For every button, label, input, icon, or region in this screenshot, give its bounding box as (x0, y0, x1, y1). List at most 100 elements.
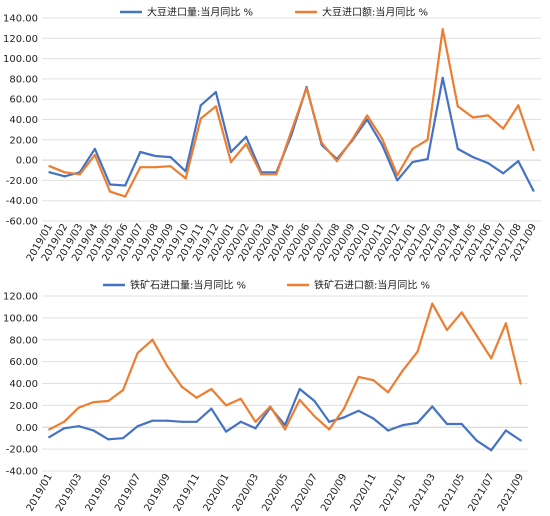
data-point (139, 166, 142, 169)
x-tick-label: 2021/03 (408, 472, 438, 513)
data-point (275, 173, 278, 176)
data-point (502, 172, 505, 175)
data-point (456, 147, 459, 151)
data-point (93, 147, 97, 151)
data-point (63, 171, 66, 174)
data-point (475, 334, 478, 337)
data-point (471, 116, 475, 119)
data-point (401, 369, 404, 372)
data-point (445, 328, 449, 332)
series-line-1 (48, 387, 522, 452)
x-tick-label: 2021/09 (496, 472, 526, 513)
x-tick-label: 2019/03 (54, 472, 84, 513)
data-point (490, 357, 493, 360)
data-point (366, 118, 369, 121)
data-point (229, 161, 233, 164)
data-point (108, 183, 112, 186)
data-point (199, 117, 202, 120)
data-point (239, 397, 242, 400)
data-point (357, 409, 360, 412)
data-point (381, 143, 384, 146)
y-tick-label: -40.00 (6, 196, 38, 207)
data-point (245, 135, 248, 138)
data-point (154, 166, 157, 169)
data-point (342, 416, 346, 419)
data-point (283, 423, 287, 427)
data-point (416, 350, 419, 353)
data-point (195, 420, 198, 423)
legend-label: 铁矿石进口量:当月同比 % (130, 279, 246, 292)
data-point (169, 155, 172, 159)
data-point (517, 104, 520, 107)
data-point (121, 437, 125, 440)
data-point (210, 387, 213, 391)
data-point (328, 420, 331, 423)
data-point (151, 419, 154, 422)
data-point (401, 423, 404, 427)
x-tick-label: 2021/05 (437, 472, 467, 513)
x-tick-label: 2019/09 (142, 472, 172, 513)
y-tick-label: 80.00 (9, 335, 38, 346)
data-point (139, 150, 142, 154)
y-tick-label: 60.00 (9, 95, 38, 106)
data-point (195, 396, 198, 399)
data-point (184, 170, 187, 173)
legend-label: 大豆进口额:当月同比 % (322, 6, 428, 19)
data-point (342, 407, 346, 410)
data-point (210, 407, 213, 410)
y-tick-label: 0.00 (16, 423, 38, 434)
data-point (519, 439, 522, 442)
x-tick-label: 2019/07 (113, 472, 143, 513)
data-point (107, 438, 110, 441)
data-point (184, 177, 187, 180)
y-tick-label: 20.00 (9, 135, 38, 146)
data-point (426, 138, 429, 141)
data-point (386, 429, 390, 432)
x-tick-label: 2020/11 (349, 472, 379, 513)
legend-label: 铁矿石进口额:当月同比 % (314, 279, 430, 292)
data-point (519, 382, 522, 385)
data-point (386, 391, 390, 394)
data-point (486, 162, 490, 165)
data-point (245, 142, 248, 145)
x-tick-label: 2021/01 (378, 472, 408, 513)
y-tick-label: 20.00 (9, 401, 38, 412)
data-point (92, 429, 95, 432)
y-tick-label: 40.00 (9, 379, 38, 390)
y-tick-label: 0.00 (16, 156, 38, 167)
data-point (486, 114, 490, 117)
data-point (62, 427, 66, 430)
data-point (532, 148, 535, 152)
data-point (269, 405, 272, 408)
data-point (214, 105, 217, 108)
series-line-2 (48, 302, 522, 431)
x-tick-label: 2020/07 (290, 472, 320, 513)
data-point (169, 165, 172, 168)
data-point (229, 150, 233, 154)
data-point (372, 417, 375, 420)
y-tick-label: 100.00 (3, 54, 38, 65)
data-point (214, 90, 217, 94)
y-tick-label: -20.00 (6, 176, 38, 187)
data-point (350, 138, 354, 141)
data-point (92, 400, 95, 404)
data-point (107, 399, 110, 403)
data-point (396, 179, 399, 182)
data-point (416, 421, 419, 424)
y-tick-label: 100.00 (3, 313, 38, 324)
data-point (441, 28, 444, 31)
data-point (180, 385, 184, 388)
data-point (283, 428, 287, 431)
y-tick-label: -40.00 (6, 467, 38, 478)
data-point (445, 422, 449, 426)
data-point (366, 114, 369, 117)
legend-label: 大豆进口量:当月同比 % (147, 6, 253, 19)
data-point (335, 160, 338, 163)
data-point (124, 195, 127, 198)
data-point (151, 338, 154, 341)
data-point (224, 430, 228, 433)
data-point (381, 137, 384, 140)
y-tick-label: 120.00 (3, 34, 38, 45)
y-tick-label: 60.00 (9, 357, 38, 368)
x-tick-label: 2019/05 (84, 472, 114, 513)
